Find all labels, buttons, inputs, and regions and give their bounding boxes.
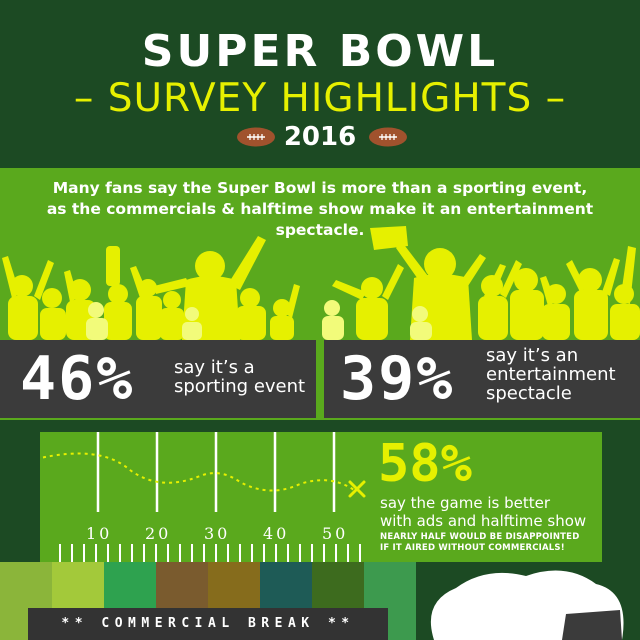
commercial-break-banner: ** COMMERCIAL BREAK **: [28, 608, 388, 640]
stat-line-1: say the game is better: [380, 494, 551, 512]
speech-bubble-graphic: [430, 570, 624, 640]
stat-line-2: sporting event: [174, 376, 306, 397]
survey-year: 2016: [283, 122, 357, 152]
stat-value-entertainment: 39%: [340, 344, 455, 414]
stat-box-sporting: 46% say it’s a sporting event: [0, 340, 316, 418]
page-subtitle: – SURVEY HIGHLIGHTS –: [73, 76, 567, 121]
header-section: [0, 0, 640, 168]
crowd-silhouette-illustration: [2, 226, 640, 340]
stat-value-sporting: 46%: [20, 344, 135, 414]
crowd-band: [0, 168, 640, 340]
page-title: SUPER BOWL: [141, 26, 499, 77]
football-icon-right: [369, 127, 407, 147]
stat-line-2: with ads and halftime show: [380, 512, 587, 530]
stat-note: NEARLY HALF WOULD BE DISAPPOINTED IF IT …: [380, 532, 579, 554]
stat-line-1: say it’s a: [174, 357, 255, 378]
intro-text: Many fans say the Super Bowl is more tha…: [0, 178, 640, 241]
yard-number-40: 40: [263, 524, 290, 543]
stat-text-better-with-ads: say the game is better with ads and half…: [380, 494, 586, 530]
stat-line-3: spectacle: [486, 383, 572, 404]
stat-value-better-with-ads: 58%: [378, 434, 472, 494]
yard-number-20: 20: [145, 524, 172, 543]
field-markings: [40, 432, 366, 562]
stat-line-1: say it’s an: [486, 345, 579, 366]
football-field: 10 20 30 40 50 58% say the game is bette…: [40, 432, 602, 562]
yard-number-50: 50: [322, 524, 349, 543]
yard-number-30: 30: [204, 524, 231, 543]
yard-number-10: 10: [86, 524, 113, 543]
intro-line-2: as the commercials & halftime show make …: [46, 200, 594, 239]
stat-line-2: entertainment: [486, 364, 616, 385]
stat-note-line-1: NEARLY HALF WOULD BE DISAPPOINTED: [380, 532, 580, 542]
stat-text-sporting: say it’s a sporting event: [174, 358, 305, 396]
stat-box-entertainment: 39% say it’s an entertainment spectacle: [324, 340, 640, 418]
football-icon-left: [237, 127, 275, 147]
intro-line-1: Many fans say the Super Bowl is more tha…: [52, 179, 588, 197]
stat-note-line-2: IF IT AIRED WITHOUT COMMERCIALS!: [380, 543, 565, 553]
stat-text-entertainment: say it’s an entertainment spectacle: [486, 346, 616, 403]
